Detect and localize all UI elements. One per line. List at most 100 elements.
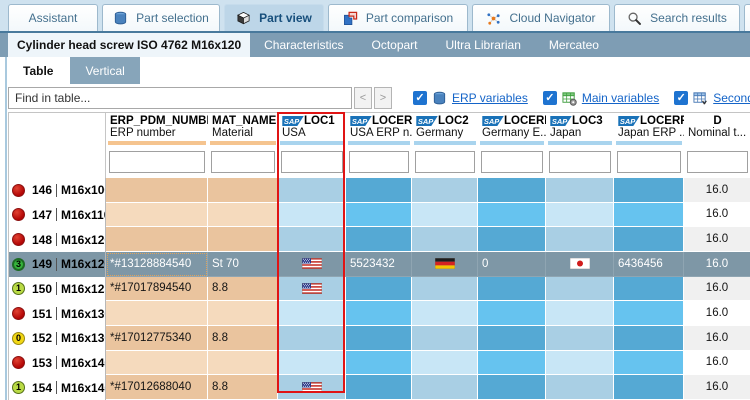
- toggle-erp-variables[interactable]: ✓ ERP variables: [413, 91, 528, 106]
- cell-loc1[interactable]: [278, 375, 346, 400]
- column-header-locerp2[interactable]: SAP LOCERP2Germany E...: [478, 113, 546, 146]
- cell-erp[interactable]: [106, 202, 208, 228]
- cell-loc3[interactable]: [546, 178, 614, 203]
- cell-locerp1[interactable]: [346, 325, 412, 351]
- table-row[interactable]: 147 M16x110 16.0: [9, 202, 750, 228]
- cell-locerp1[interactable]: [346, 301, 412, 326]
- cell-loc2[interactable]: [412, 325, 478, 351]
- cell-loc3[interactable]: [546, 301, 614, 326]
- column-header-loc2[interactable]: SAP LOC2 Germany: [412, 113, 478, 146]
- table-row[interactable]: 146 M16x100 16.0: [9, 178, 750, 203]
- cell-locerp1[interactable]: [346, 276, 412, 302]
- cell-erp[interactable]: *#17017894540: [106, 276, 208, 302]
- checkbox-secondary-varia[interactable]: ✓: [674, 91, 689, 105]
- column-header-d[interactable]: D Nominal t...: [684, 113, 750, 146]
- column-header-mat[interactable]: MAT_NAME Material: [208, 113, 278, 146]
- cell-loc2[interactable]: [412, 251, 478, 277]
- cell-d[interactable]: 16.0: [684, 350, 750, 376]
- cell-erp[interactable]: [106, 178, 208, 203]
- cell-locerp3[interactable]: [614, 178, 684, 203]
- row-label[interactable]: 1 154 M16x140: [9, 375, 106, 400]
- cell-loc1[interactable]: [278, 350, 346, 376]
- cell-locerp1[interactable]: 5523432: [346, 251, 412, 277]
- cell-locerp2[interactable]: [478, 227, 546, 252]
- table-row[interactable]: 151 M16x130 16.0: [9, 301, 750, 326]
- cell-locerp3[interactable]: [614, 350, 684, 376]
- cell-loc3[interactable]: [546, 227, 614, 252]
- tab-part-selection[interactable]: Part selection: [102, 4, 220, 31]
- row-label[interactable]: 1 150 M16x125: [9, 276, 106, 302]
- checkbox-erp-variables[interactable]: ✓: [413, 91, 427, 105]
- column-header-loc3[interactable]: SAP LOC3 Japan: [546, 113, 614, 146]
- cell-loc1[interactable]: [278, 301, 346, 326]
- cell-locerp2[interactable]: [478, 325, 546, 351]
- cell-loc3[interactable]: [546, 202, 614, 228]
- cell-loc2[interactable]: [412, 202, 478, 228]
- cell-locerp3[interactable]: [614, 325, 684, 351]
- row-label[interactable]: 3 149 M16x120: [9, 251, 106, 277]
- cell-locerp2[interactable]: [478, 375, 546, 400]
- cell-locerp3[interactable]: [614, 375, 684, 400]
- cell-locerp2[interactable]: [478, 276, 546, 302]
- cell-erp[interactable]: *#13128884540: [106, 251, 208, 277]
- table-row[interactable]: 148 M16x120 16.0: [9, 227, 750, 252]
- doc-tab-cylinder-head-screw-iso-4762-m16x120[interactable]: Cylinder head screw ISO 4762 M16x120: [8, 33, 251, 57]
- cell-loc1[interactable]: [278, 251, 346, 277]
- toggle-label[interactable]: Main variables: [581, 91, 660, 105]
- column-header-locerp1[interactable]: SAP LOCERP1USA ERP n...: [346, 113, 412, 146]
- filter-loc1-input[interactable]: [281, 151, 343, 173]
- column-header-loc1[interactable]: SAP LOC1 USA: [278, 113, 346, 146]
- cell-locerp3[interactable]: 6436456: [614, 251, 684, 277]
- cell-loc2[interactable]: [412, 276, 478, 302]
- view-tab-table[interactable]: Table: [8, 57, 69, 84]
- filter-locerp3-input[interactable]: [617, 151, 681, 173]
- cell-mat[interactable]: [208, 178, 278, 203]
- cell-locerp1[interactable]: [346, 202, 412, 228]
- cell-mat[interactable]: 8.8: [208, 276, 278, 302]
- checkbox-main-variables[interactable]: ✓: [542, 91, 557, 105]
- cell-loc2[interactable]: [412, 301, 478, 326]
- row-label[interactable]: 146 M16x100: [9, 178, 106, 203]
- tab-assistant[interactable]: Assistant: [8, 4, 98, 31]
- tab-search-results[interactable]: Search results: [614, 4, 740, 31]
- cell-locerp3[interactable]: [614, 301, 684, 326]
- cell-locerp1[interactable]: [346, 350, 412, 376]
- filter-d-input[interactable]: [687, 151, 748, 173]
- table-row[interactable]: 153 M16x140 16.0: [9, 350, 750, 376]
- filter-locerp1-input[interactable]: [349, 151, 409, 173]
- cell-locerp2[interactable]: [478, 178, 546, 203]
- find-in-table-input[interactable]: [8, 87, 352, 109]
- cell-loc2[interactable]: [412, 375, 478, 400]
- cell-loc3[interactable]: [546, 350, 614, 376]
- cell-locerp2[interactable]: [478, 301, 546, 326]
- toggle-secondary-varia[interactable]: ✓ Secondary varia: [674, 91, 750, 106]
- cell-locerp3[interactable]: [614, 202, 684, 228]
- cell-mat[interactable]: [208, 301, 278, 326]
- cell-locerp2[interactable]: [478, 350, 546, 376]
- row-label[interactable]: 153 M16x140: [9, 350, 106, 376]
- doc-tab-octopart[interactable]: Octopart: [371, 38, 418, 52]
- cell-erp[interactable]: [106, 301, 208, 326]
- cell-d[interactable]: 16.0: [684, 178, 750, 203]
- cell-loc3[interactable]: [546, 251, 614, 277]
- find-previous-button[interactable]: <: [354, 87, 372, 109]
- tab-cloud-navigator[interactable]: Cloud Navigator: [472, 4, 610, 31]
- view-tab-vertical[interactable]: Vertical: [70, 57, 140, 84]
- toggle-label[interactable]: ERP variables: [452, 91, 528, 105]
- doc-tab-mercateo[interactable]: Mercateo: [548, 38, 599, 52]
- cell-loc3[interactable]: [546, 375, 614, 400]
- cell-erp[interactable]: *#17012688040: [106, 375, 208, 400]
- cell-d[interactable]: 16.0: [684, 375, 750, 400]
- cell-d[interactable]: 16.0: [684, 202, 750, 228]
- cell-mat[interactable]: St 70: [208, 251, 278, 277]
- filter-loc2-input[interactable]: [415, 151, 475, 173]
- cell-d[interactable]: 16.0: [684, 276, 750, 302]
- cell-locerp2[interactable]: 0: [478, 251, 546, 277]
- cell-erp[interactable]: [106, 350, 208, 376]
- cell-loc2[interactable]: [412, 350, 478, 376]
- cell-loc1[interactable]: [278, 178, 346, 203]
- row-label[interactable]: 151 M16x130: [9, 301, 106, 326]
